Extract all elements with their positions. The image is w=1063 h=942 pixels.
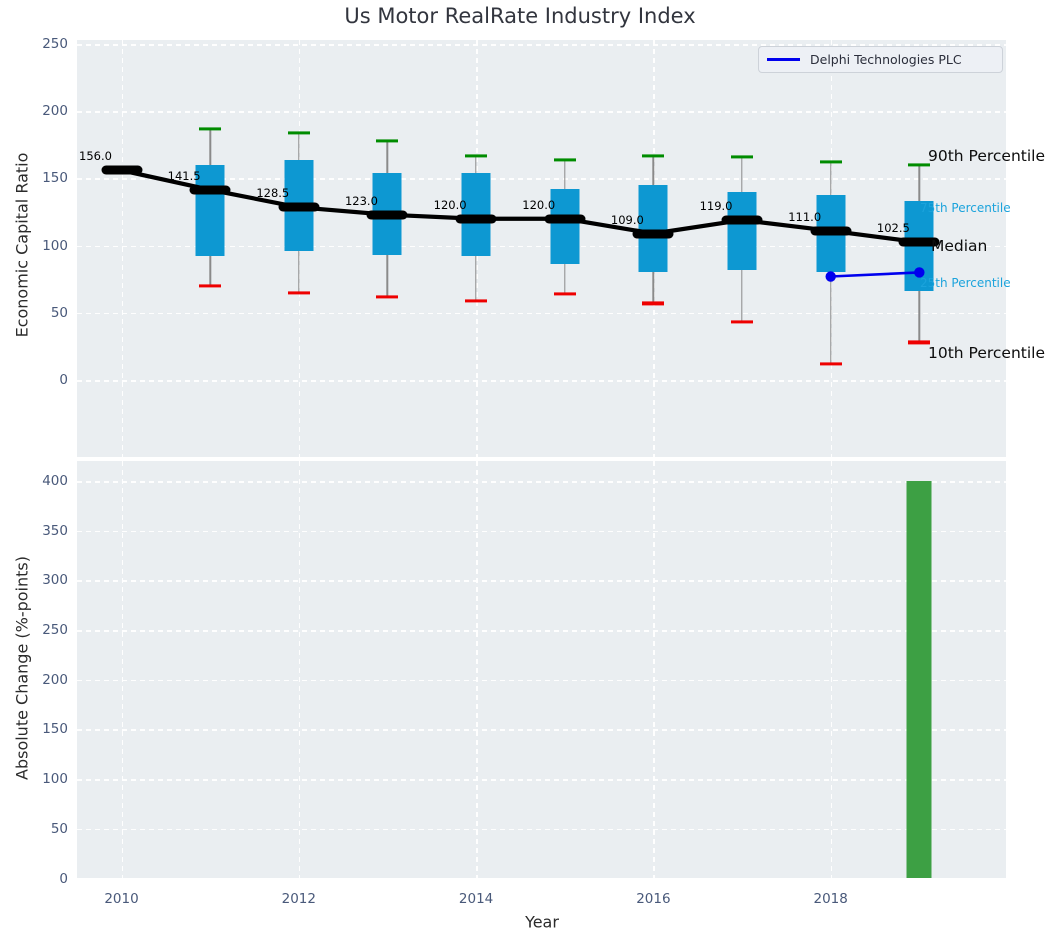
cap-90th-2012	[287, 131, 310, 135]
gridline-h	[77, 679, 1006, 682]
gridline-h	[77, 828, 1006, 831]
median-value-label-2014: 120.0	[433, 197, 467, 212]
xtick-year: 2018	[813, 891, 848, 907]
ytick-bottom: 300	[42, 572, 68, 589]
ytick-bottom: 100	[42, 771, 68, 788]
gridline-h	[77, 380, 1006, 382]
ytick-bottom: 350	[42, 522, 68, 539]
gridline-v	[476, 461, 478, 878]
median-value-label-2018: 111.0	[788, 209, 822, 224]
median-segment-2011	[189, 185, 231, 195]
gridline-h	[77, 111, 1006, 113]
y-axis-label-bottom: Absolute Change (%-points)	[12, 556, 32, 780]
cap-10th-2017	[731, 320, 754, 324]
gridline-v	[653, 461, 655, 878]
cap-10th-2014	[465, 299, 488, 303]
median-segment-2013	[366, 210, 408, 220]
median-segment-2015	[544, 214, 586, 224]
legend: Delphi Technologies PLC	[758, 46, 1003, 73]
ytick-top: 200	[42, 103, 68, 120]
gridline-h	[77, 729, 1006, 732]
legend-label: Delphi Technologies PLC	[810, 52, 962, 67]
gridline-h	[77, 44, 1006, 46]
gridline-h	[77, 779, 1006, 781]
cap-90th-2011	[199, 127, 222, 131]
annotation-median: Median	[931, 237, 988, 256]
cap-10th-2013	[376, 295, 399, 299]
ytick-top: 100	[42, 237, 68, 254]
ytick-bottom: 200	[42, 671, 68, 688]
gridline-v	[298, 461, 301, 878]
annotation-p10: 10th Percentile	[928, 344, 1046, 363]
gridline-h	[77, 580, 1006, 582]
cap-10th-2011	[199, 284, 222, 288]
median-value-label-2017: 119.0	[699, 199, 733, 214]
median-segment-2010	[101, 165, 142, 175]
cap-90th-2014	[465, 153, 488, 158]
cap-10th-2012	[287, 291, 310, 295]
ytick-bottom: 400	[42, 473, 68, 489]
median-value-label-2012: 128.5	[256, 186, 290, 201]
median-value-label-2019: 102.5	[876, 221, 910, 236]
ytick-top: 0	[59, 372, 68, 388]
cap-10th-2015	[553, 292, 576, 296]
ytick-bottom: 0	[59, 870, 68, 887]
gridline-v	[121, 461, 124, 878]
gridline-v	[121, 40, 124, 457]
ytick-bottom: 150	[42, 721, 68, 738]
median-value-label-2015: 120.0	[522, 197, 556, 212]
annotation-p75: 75th Percentile	[920, 201, 1011, 216]
ytick-top: 250	[42, 36, 68, 52]
cap-10th-2018	[819, 362, 842, 366]
cap-90th-2015	[553, 157, 576, 162]
chart-title: Us Motor RealRate Industry Index	[344, 4, 696, 28]
ytick-bottom: 50	[50, 820, 68, 837]
cap-10th-2016	[642, 301, 665, 305]
median-value-label-2016: 109.0	[610, 212, 644, 227]
ytick-top: 150	[42, 170, 68, 187]
ytick-bottom: 250	[42, 622, 68, 639]
median-segment-2014	[455, 214, 497, 224]
x-axis-label: Year	[525, 912, 559, 932]
gridline-h	[77, 245, 1006, 248]
xtick-year: 2014	[458, 891, 494, 907]
cap-90th-2018	[819, 160, 842, 164]
top-panel	[77, 40, 1006, 457]
annotation-p90: 90th Percentile	[928, 146, 1046, 165]
median-segment-2016	[632, 229, 674, 238]
legend-line-sample-icon	[767, 58, 800, 61]
gridline-h	[77, 630, 1006, 632]
cap-10th-2019	[908, 340, 931, 344]
change-bar-2019	[906, 481, 932, 878]
ytick-top: 50	[50, 304, 68, 321]
xtick-year: 2010	[104, 891, 139, 907]
xtick-year: 2016	[636, 891, 671, 907]
median-value-label-2010: 156.0	[79, 149, 112, 164]
median-value-label-2011: 141.5	[167, 168, 201, 183]
gridline-v	[830, 461, 833, 878]
annotation-p25: 25th Percentile	[920, 276, 1011, 291]
xtick-year: 2012	[281, 891, 316, 907]
gridline-h	[77, 481, 1006, 483]
bottom-panel	[77, 461, 1006, 878]
median-value-label-2013: 123.0	[344, 193, 378, 208]
cap-90th-2016	[642, 153, 665, 158]
cap-90th-2017	[731, 155, 754, 159]
cap-90th-2013	[376, 139, 399, 143]
median-segment-2012	[278, 202, 320, 212]
cap-90th-2019	[908, 163, 931, 167]
median-segment-2018	[810, 226, 852, 236]
gridline-h	[77, 312, 1006, 315]
median-segment-2017	[721, 215, 763, 225]
gridline-h	[77, 530, 1006, 533]
